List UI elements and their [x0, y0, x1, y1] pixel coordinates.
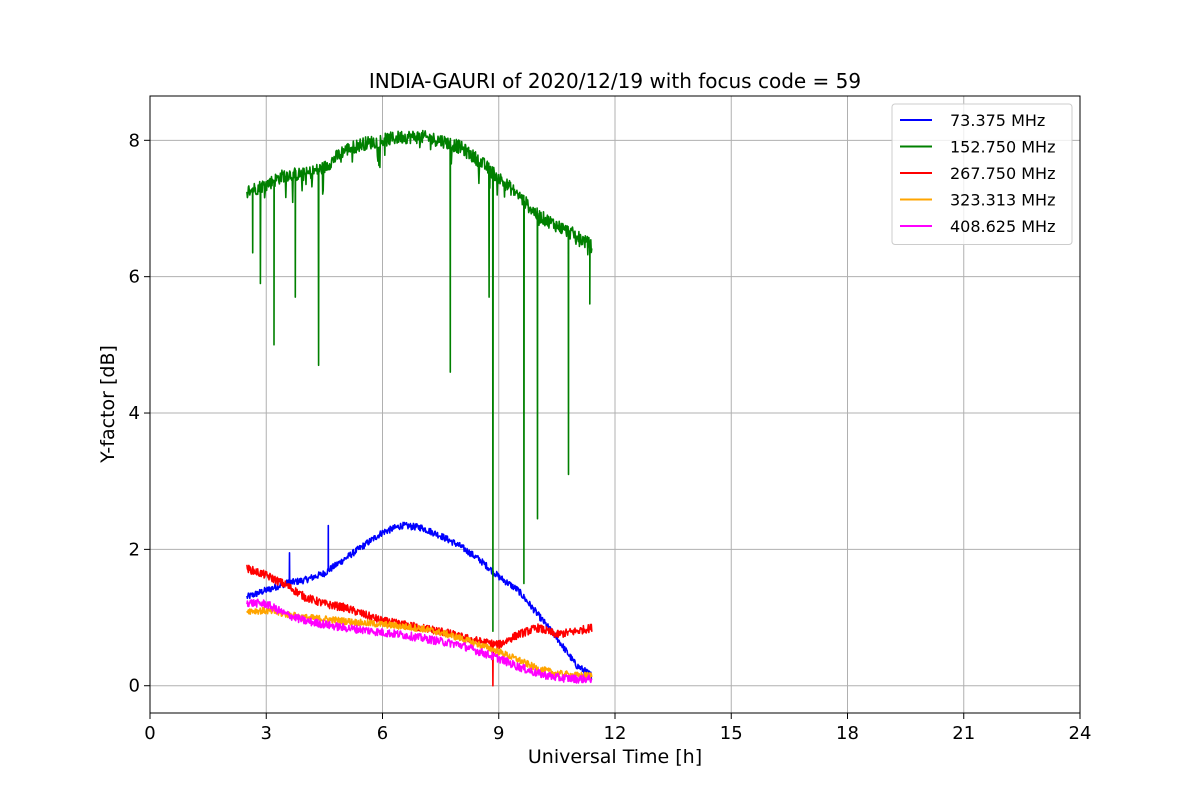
legend-entry: 323.313 MHz [950, 191, 1055, 210]
y-tick-label: 2 [129, 539, 140, 560]
x-tick-label: 15 [720, 723, 743, 744]
x-tick-label: 0 [144, 723, 155, 744]
x-tick-label: 24 [1069, 723, 1092, 744]
chart-title: INDIA-GAURI of 2020/12/19 with focus cod… [369, 69, 861, 93]
x-tick-label: 18 [836, 723, 859, 744]
y-tick-label: 8 [129, 130, 140, 151]
legend-entry: 73.375 MHz [950, 111, 1045, 130]
x-tick-label: 21 [952, 723, 975, 744]
legend-entry: 152.750 MHz [950, 138, 1055, 157]
series-line [246, 129, 593, 632]
x-axis-label: Universal Time [h] [528, 746, 702, 768]
legend-entry: 267.750 MHz [950, 164, 1055, 183]
y-tick-label: 0 [129, 676, 140, 697]
y-tick-label: 4 [129, 403, 140, 424]
x-tick-label: 9 [493, 723, 504, 744]
series-lines [246, 129, 593, 687]
legend-box [891, 103, 1073, 245]
series-line [246, 606, 593, 680]
y-tick-label: 6 [129, 267, 140, 288]
x-tick-label: 12 [604, 723, 627, 744]
y-axis-label: Y-factor [dB] [97, 345, 119, 464]
series-line [246, 598, 593, 684]
legend: 73.375 MHz 152.750 MHz 267.750 MHz 323.313 … [891, 103, 1073, 245]
legend-entry: 408.625 MHz [950, 217, 1055, 236]
x-tick-label: 3 [261, 723, 272, 744]
x-tick-label: 6 [377, 723, 388, 744]
series-line [246, 521, 593, 680]
